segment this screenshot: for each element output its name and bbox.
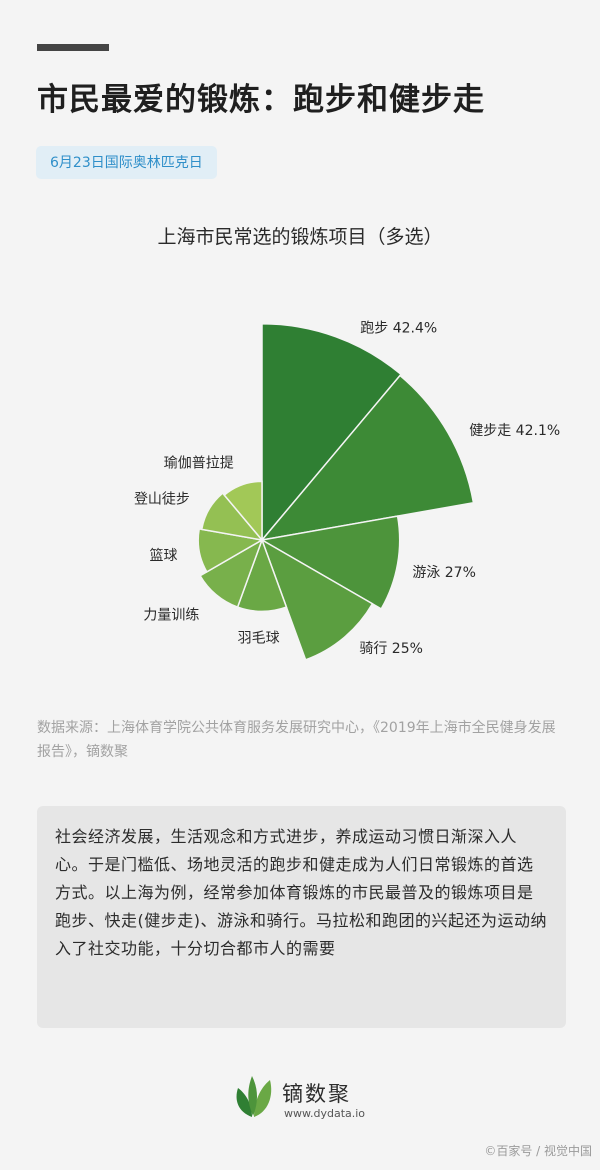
slice-label-3: 游泳 27% xyxy=(412,565,476,581)
slice-7 xyxy=(197,528,265,573)
slice-3 xyxy=(259,515,401,610)
slice-label-4: 骑行 25% xyxy=(359,641,423,657)
slice-label-5: 羽毛球 xyxy=(238,630,280,646)
brand-name: 镝数聚 xyxy=(282,1082,351,1106)
chart-labels: 跑步 42.4% 健步走 42.1% 游泳 27% 骑行 25% 羽毛球 力量训练 篮球 登山… xyxy=(134,320,560,657)
slice-4 xyxy=(260,538,374,661)
slice-label-6: 力量训练 xyxy=(143,608,199,624)
slice-2 xyxy=(260,374,475,542)
brand-url: www.dydata.io xyxy=(284,1107,366,1120)
summary-text: 社会经济发展，生活观念和方式进步，养成运动习惯日渐深入人心。于是门槛低、场地灵活… xyxy=(55,827,547,958)
polar-area-chart: 跑步 42.4% 健步走 42.1% 游泳 27% 骑行 25% 羽毛球 力量训练 篮球 登山… xyxy=(134,320,560,661)
slice-label-9: 瑜伽普拉提 xyxy=(164,455,234,471)
data-source: 数据来源：上海体育学院公共体育服务发展研究中心，《2019年上海市全民健身发展报… xyxy=(37,720,556,760)
slice-label-7: 篮球 xyxy=(150,548,178,564)
slice-8 xyxy=(200,492,264,542)
slice-9 xyxy=(223,480,263,543)
slice-label-8: 登山徒步 xyxy=(134,491,190,507)
slice-6 xyxy=(199,538,264,609)
page-title: 市民最爱的锻炼：跑步和健步走 xyxy=(37,82,485,118)
chart-title: 上海市民常选的锻炼项目（多选） xyxy=(157,226,443,248)
top-accent-rule xyxy=(37,44,109,51)
summary-box: 社会经济发展，生活观念和方式进步，养成运动习惯日渐深入人心。于是门槛低、场地灵活… xyxy=(37,806,566,1028)
date-tag: 6月23日国际奥林匹克日 xyxy=(36,146,217,179)
slice-label-1: 跑步 42.4% xyxy=(360,320,437,336)
watermark: ©百家号 / 视觉中国 xyxy=(484,1144,592,1158)
leaf-logo-icon xyxy=(236,1076,272,1117)
slice-label-2: 健步走 42.1% xyxy=(469,423,560,439)
chart-slices xyxy=(197,323,475,661)
slice-1 xyxy=(261,323,403,543)
